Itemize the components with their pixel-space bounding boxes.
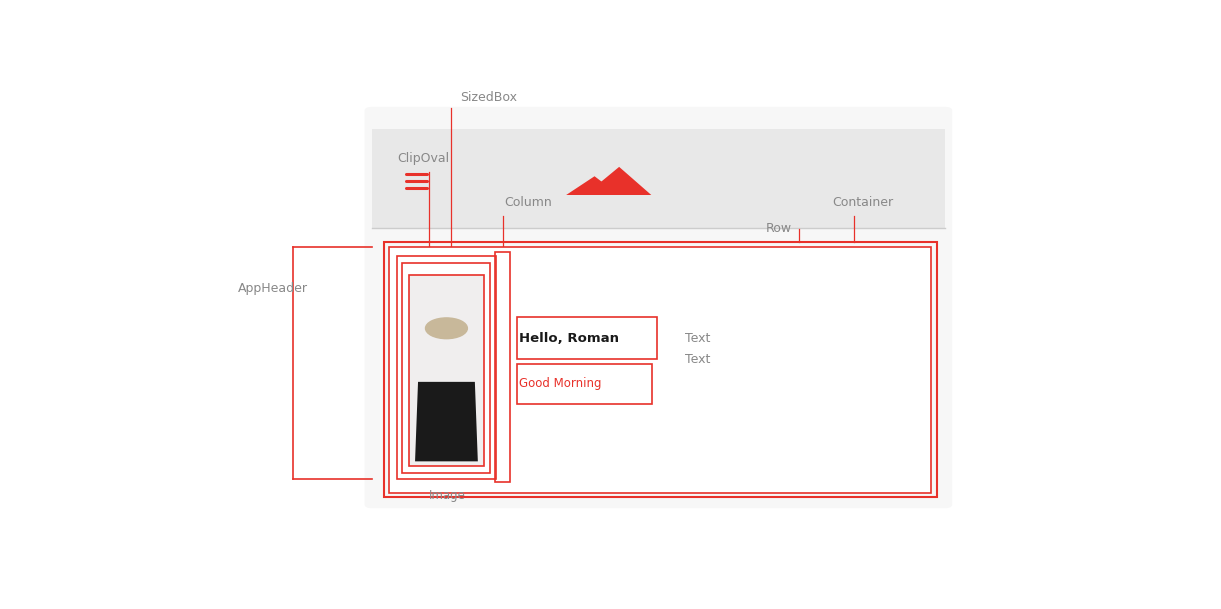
Text: Text: Text <box>685 331 711 345</box>
Bar <box>409 275 484 466</box>
Text: Column: Column <box>504 196 552 209</box>
Bar <box>516 364 652 404</box>
Text: Text: Text <box>685 353 711 365</box>
Text: Image: Image <box>429 488 465 502</box>
Circle shape <box>425 318 468 339</box>
Bar <box>516 317 657 359</box>
Text: Row: Row <box>766 222 792 235</box>
Text: Good Morning: Good Morning <box>519 378 601 390</box>
Text: Container: Container <box>832 196 894 209</box>
Bar <box>397 256 496 479</box>
Polygon shape <box>415 382 477 462</box>
Bar <box>496 252 510 482</box>
Polygon shape <box>567 176 619 195</box>
Bar <box>389 247 932 493</box>
Bar <box>372 129 945 228</box>
Text: SizedBox: SizedBox <box>460 91 518 104</box>
Bar <box>383 242 937 498</box>
FancyBboxPatch shape <box>365 107 952 509</box>
Bar <box>403 263 491 473</box>
Polygon shape <box>585 167 651 195</box>
Text: AppHeader: AppHeader <box>238 283 308 295</box>
Text: Hello, Roman: Hello, Roman <box>519 331 619 345</box>
Text: ClipOval: ClipOval <box>397 152 449 164</box>
